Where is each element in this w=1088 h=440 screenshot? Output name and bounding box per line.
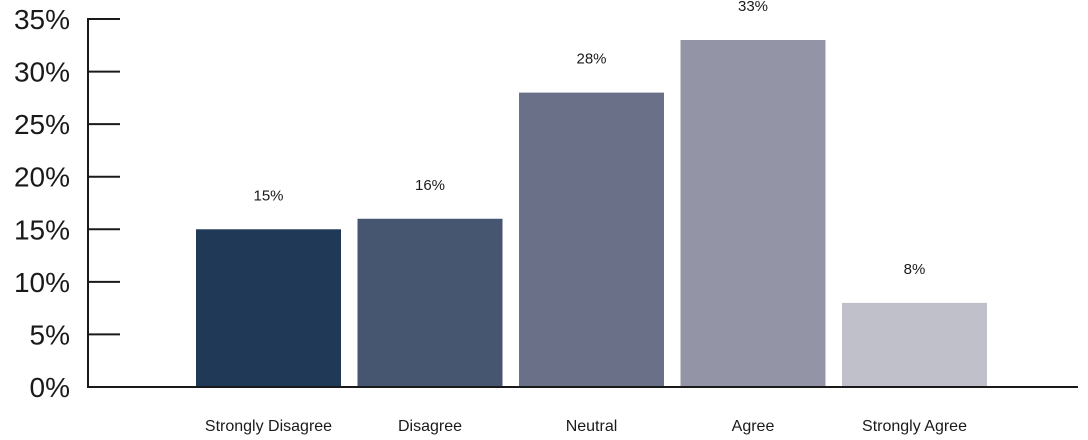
bar [196, 229, 341, 387]
bar [680, 40, 826, 388]
x-category-label: Strongly Disagree [205, 418, 332, 435]
y-tick-label: 25% [14, 109, 70, 140]
y-tick-label: 10% [14, 267, 70, 298]
bar [519, 92, 664, 387]
y-tick-label: 20% [14, 162, 70, 193]
data-label: 33% [738, 0, 768, 15]
y-tick-label: 35% [14, 4, 70, 35]
data-labels: 15% 16% 28% 33% 8% [253, 0, 925, 278]
x-category-label: Disagree [398, 418, 462, 435]
y-tick-label: 5% [30, 319, 70, 350]
data-label: 16% [415, 177, 445, 194]
data-label: 15% [253, 187, 283, 204]
y-tick-label: 15% [14, 214, 70, 245]
bar [357, 218, 503, 387]
bar [842, 302, 987, 387]
x-category-label: Neutral [566, 418, 618, 435]
y-tick-label: 0% [30, 372, 70, 403]
x-category-label: Agree [732, 418, 775, 435]
data-label: 8% [904, 261, 926, 278]
data-label: 28% [576, 51, 606, 68]
x-axis-labels: Strongly Disagree Disagree Neutral Agree Str… [205, 418, 967, 435]
bars [196, 40, 987, 388]
y-axis-ticks: 0% 5% 10% 15% 20% 25% 30% 35% [14, 4, 120, 403]
x-category-label: Strongly Agree [862, 418, 967, 435]
y-tick-label: 30% [14, 57, 70, 88]
